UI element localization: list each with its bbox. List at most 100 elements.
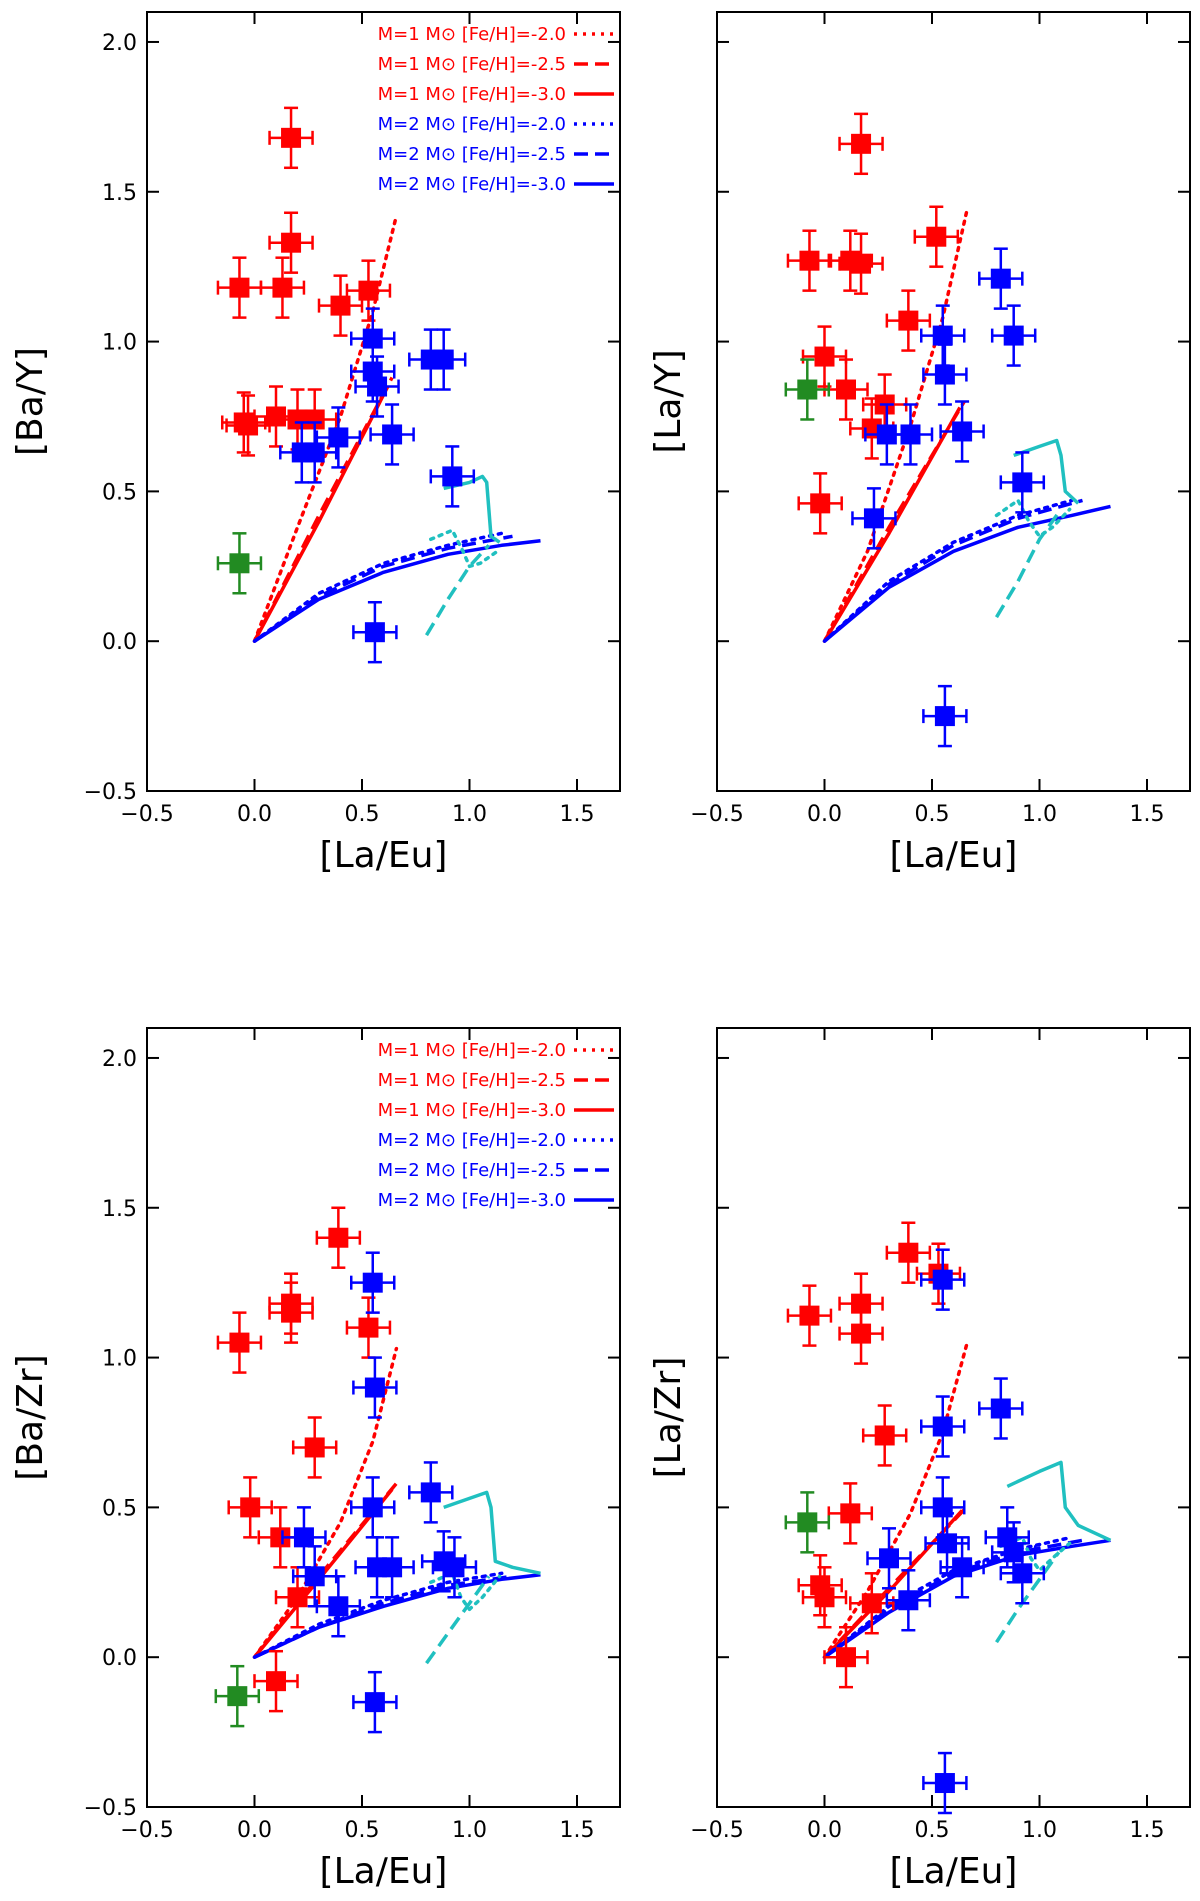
data-marker: [328, 1227, 349, 1248]
data-point-blue: [920, 1476, 966, 1539]
data-point-red: [823, 358, 869, 421]
model-curves: [252, 1346, 541, 1665]
data-marker: [952, 1557, 973, 1578]
plot-frame: [716, 11, 1191, 792]
legend-label: M=1 M⊙ [Fe/H]=-2.5: [378, 1070, 566, 1091]
data-point-red: [345, 259, 392, 322]
y-tick-label: −0.5: [84, 780, 137, 805]
data-point-red: [801, 325, 848, 388]
data-point-blue: [885, 1569, 932, 1632]
legend: M=1 M⊙ [Fe/H]=-2.0 M=1 M⊙ [Fe/H]=-2.5 M=1 …: [378, 1040, 614, 1211]
data-marker: [330, 295, 351, 316]
data-point-blue: [939, 400, 985, 463]
data-marker: [799, 1305, 820, 1326]
x-tick-label: −0.5: [690, 802, 743, 827]
data-marker: [814, 1587, 835, 1608]
data-marker: [879, 1548, 899, 1569]
data-marker: [1012, 472, 1033, 493]
data-point-blue: [408, 1461, 454, 1524]
y-tick-label: 0.0: [102, 1646, 137, 1671]
data-point-red: [216, 256, 263, 319]
model-curve-cyan-dashed: [424, 544, 491, 637]
data-point-blue: [354, 355, 400, 418]
y-axis-title: [La/Zr]: [648, 1357, 689, 1479]
data-marker: [272, 277, 293, 298]
data-point-red: [913, 205, 960, 268]
data-point-blue: [990, 304, 1037, 367]
model-curve-blue-dashed: [823, 498, 1083, 643]
data-marker: [240, 1497, 261, 1518]
data-point-red: [838, 232, 884, 295]
data-marker: [836, 1647, 856, 1668]
y-tick-label: 0.5: [102, 480, 137, 505]
data-marker: [1003, 1542, 1024, 1563]
x-tick-label: 0.0: [807, 1818, 842, 1843]
data-point-red: [227, 1476, 273, 1539]
panel-la_y: −0.5 0.0 0.5 1.0 1.5 [La/Eu] [La/Y]: [648, 11, 1191, 876]
data-point-blue: [978, 1377, 1024, 1440]
data-point-blue: [420, 328, 467, 391]
data-point-blue: [369, 1536, 415, 1599]
data-point-red: [253, 1649, 299, 1713]
legend-label: M=2 M⊙ [Fe/H]=-2.0: [378, 114, 566, 135]
model-curve-cyan-dotted: [429, 528, 500, 569]
x-tick-label: 0.5: [915, 802, 950, 827]
data-point-red: [885, 1221, 932, 1284]
data-point-red: [861, 1404, 908, 1467]
x-tick-label: −0.5: [120, 1818, 173, 1843]
data-point-blue: [291, 1545, 338, 1608]
data-point-blue: [999, 1542, 1046, 1605]
data-marker: [229, 277, 250, 298]
data-marker: [840, 1503, 861, 1524]
x-tick-label: 1.5: [1130, 1818, 1165, 1843]
y-tick-label: 1.0: [102, 331, 137, 356]
data-marker: [851, 253, 872, 274]
data-marker: [1003, 325, 1024, 346]
model-curve-cyan-dotted: [999, 1535, 1072, 1573]
x-tick-label: 1.5: [560, 1818, 595, 1843]
x-tick-label: 1.5: [560, 802, 595, 827]
data-marker: [358, 280, 379, 301]
data-marker: [900, 424, 921, 445]
data-point-blue: [920, 1248, 966, 1311]
data-marker: [990, 1398, 1011, 1419]
y-tick-label: 1.5: [102, 181, 137, 206]
data-marker: [851, 133, 872, 154]
data-marker: [937, 1533, 958, 1554]
x-tick-label: 0.0: [237, 1818, 272, 1843]
data-point-blue: [922, 343, 968, 406]
data-marker: [293, 1527, 314, 1548]
data-marker: [898, 1590, 919, 1611]
legend-label: M=2 M⊙ [Fe/H]=-3.0: [378, 174, 566, 195]
data-marker: [304, 1437, 325, 1458]
data-marker: [328, 427, 349, 448]
data-point-red: [827, 1482, 874, 1545]
data-marker: [287, 1587, 308, 1608]
data-point-blue: [887, 403, 934, 466]
data-point-blue: [315, 1575, 362, 1638]
model-curve-red-dotted: [252, 213, 399, 643]
data-marker: [934, 706, 955, 727]
data-point-red: [801, 1566, 848, 1629]
data-marker: [364, 1377, 385, 1398]
model-curve-cyan-solid: [443, 474, 501, 544]
data-marker: [861, 1593, 882, 1614]
data-marker: [358, 1317, 379, 1338]
data-point-green: [214, 1664, 261, 1728]
model-curves: [252, 213, 541, 643]
x-axis-title: [La/Eu]: [320, 835, 448, 876]
data-point-green: [784, 1491, 831, 1554]
data-marker: [362, 328, 383, 349]
data-marker: [420, 1482, 441, 1503]
model-curve-blue-dotted: [822, 498, 1074, 643]
y-tick-label: 0.0: [102, 630, 137, 655]
legend-label: M=2 M⊙ [Fe/H]=-3.0: [378, 1190, 566, 1211]
x-tick-label: 1.0: [452, 802, 487, 827]
data-marker: [810, 493, 831, 514]
data-marker: [797, 379, 818, 400]
data-marker: [926, 226, 947, 247]
data-point-red: [849, 397, 895, 460]
data-point-red: [268, 211, 314, 274]
data-marker: [836, 379, 856, 400]
